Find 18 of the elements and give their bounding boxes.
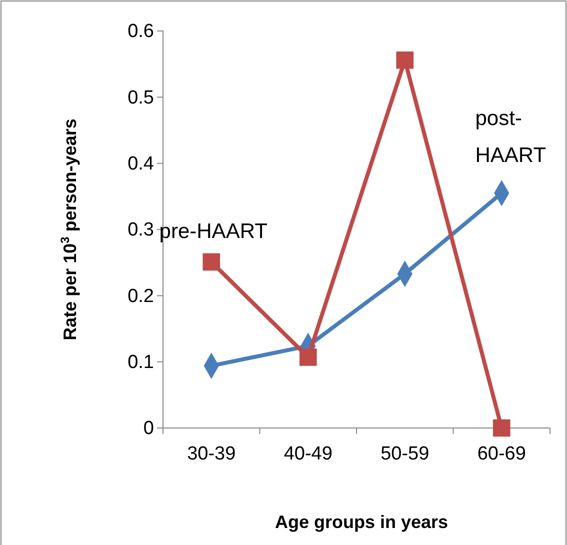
y-tick-label: 0.1 xyxy=(128,352,154,373)
point xyxy=(492,419,510,437)
y-tick-label: 0.5 xyxy=(128,87,154,108)
y-tick-label: 0.6 xyxy=(128,21,154,42)
x-tick-label: 40-49 xyxy=(284,443,332,464)
point xyxy=(396,51,414,69)
y-tick-label: 0.4 xyxy=(128,153,154,174)
x-axis-title: Age groups in years xyxy=(274,512,448,532)
x-tick-label: 50-59 xyxy=(380,443,430,464)
y-tick-label: 0.2 xyxy=(128,286,154,307)
x-tick-label: 60-69 xyxy=(477,443,526,464)
x-tick-label: 30-39 xyxy=(187,443,236,464)
y-tick-label: 0.3 xyxy=(128,220,154,241)
point xyxy=(202,253,220,271)
point xyxy=(299,348,317,366)
series-label: post-HAART xyxy=(475,107,546,167)
series-label: pre-HAART xyxy=(159,220,268,243)
y-tick-label: 0 xyxy=(143,418,154,440)
